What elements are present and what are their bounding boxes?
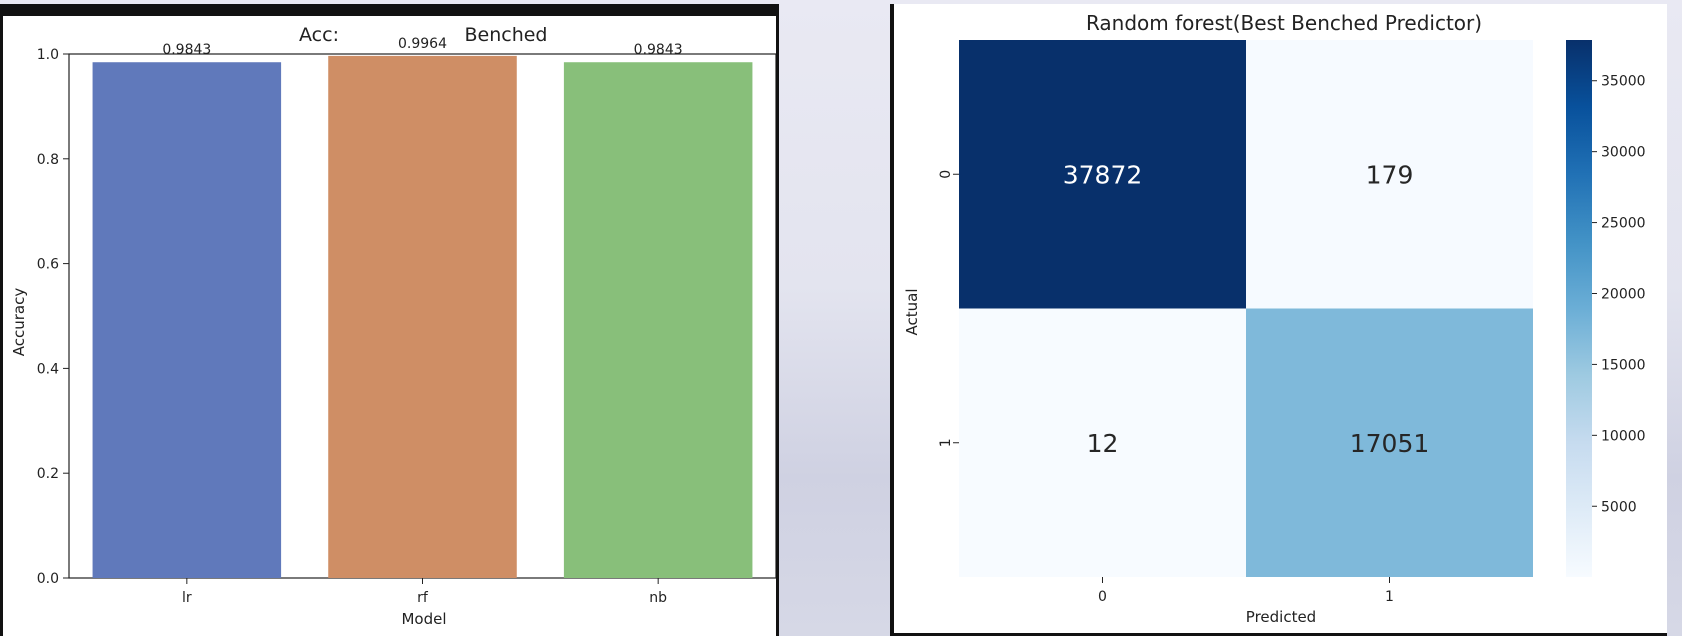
x-tick-label: rf [417,590,429,606]
colorbar-tick-label: 25000 [1601,216,1646,232]
colorbar [1566,40,1592,577]
colorbar-tick-label: 5000 [1601,499,1637,515]
chart-title: Acc: [299,24,339,46]
heatmap-x-tick-label: 0 [1098,589,1107,605]
heatmap-cell-1-1 [1246,308,1533,577]
accuracy-bar-chart: Acc: Benched Model Accuracy 0.0 0.2 0.4 0.6… [10,24,776,628]
y-tick-label: 0.6 [37,257,59,273]
heatmap-y-axis-label: Actual [903,289,921,336]
colorbar-tick-label: 15000 [1601,357,1646,373]
bar-value-label: 0.9843 [162,42,211,58]
chart-title-suffix: Benched [464,24,547,46]
bar-value-label: 0.9843 [634,42,683,58]
x-tick-label: lr [182,590,192,606]
colorbar-tick-label: 20000 [1601,286,1646,302]
y-tick-label: 0.2 [37,466,59,482]
bar-chart-panel: Acc: Benched Model Accuracy 0.0 0.2 0.4 0.6… [0,4,779,636]
colorbar-tick-label: 10000 [1601,428,1646,444]
heatmap-cell-0-1 [1246,40,1533,309]
y-tick-label: 0.4 [37,361,59,377]
y-tick-label: 1.0 [37,47,59,63]
heatmap-y-tick-label: 0 [938,170,954,179]
heatmap-cell-label: 179 [1366,160,1414,189]
heatmap-panel: Random forest(Best Benched Predictor) Pr… [890,4,1667,636]
heatmap-cell-0-0 [959,40,1246,309]
x-tick-label: nb [649,590,667,606]
colorbar-tick-label: 30000 [1601,145,1646,161]
heatmap-cell-label: 37872 [1063,160,1143,189]
heatmap-cell-label: 17051 [1350,429,1430,458]
y-tick-label: 0.8 [37,152,59,168]
heatmap-x-axis-label: Predicted [1246,608,1316,626]
heatmap-cell-1-0 [959,308,1246,577]
heatmap-title: Random forest(Best Benched Predictor) [1086,11,1482,35]
y-tick-label: 0.0 [37,571,59,587]
confusion-matrix-heatmap: Random forest(Best Benched Predictor) Pr… [903,11,1646,626]
heatmap-cell-label: 12 [1087,429,1119,458]
heatmap-x-tick-label: 1 [1385,589,1394,605]
x-axis-label: Model [401,610,446,628]
heatmap-y-tick-label: 1 [938,438,954,447]
colorbar-tick-label: 35000 [1601,74,1646,90]
bar-rf [328,55,517,578]
bar-nb [563,62,753,578]
bar-value-label: 0.9964 [398,36,447,52]
bar-lr [92,62,282,578]
y-axis-label: Accuracy [10,288,28,357]
